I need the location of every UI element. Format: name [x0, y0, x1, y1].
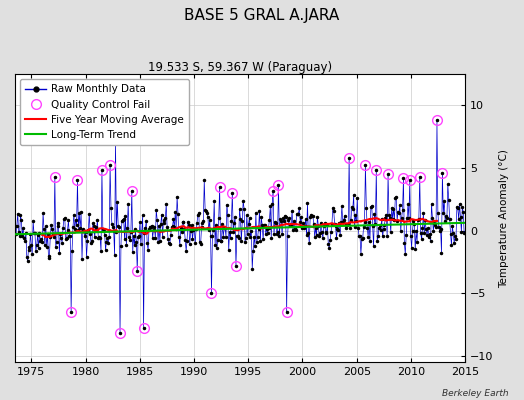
Text: BASE 5 GRAL A.JARA: BASE 5 GRAL A.JARA — [184, 8, 340, 23]
Legend: Raw Monthly Data, Quality Control Fail, Five Year Moving Average, Long-Term Tren: Raw Monthly Data, Quality Control Fail, … — [20, 79, 189, 145]
Y-axis label: Temperature Anomaly (°C): Temperature Anomaly (°C) — [499, 149, 509, 288]
Text: Berkeley Earth: Berkeley Earth — [442, 389, 508, 398]
Title: 19.533 S, 59.367 W (Paraguay): 19.533 S, 59.367 W (Paraguay) — [148, 61, 332, 74]
